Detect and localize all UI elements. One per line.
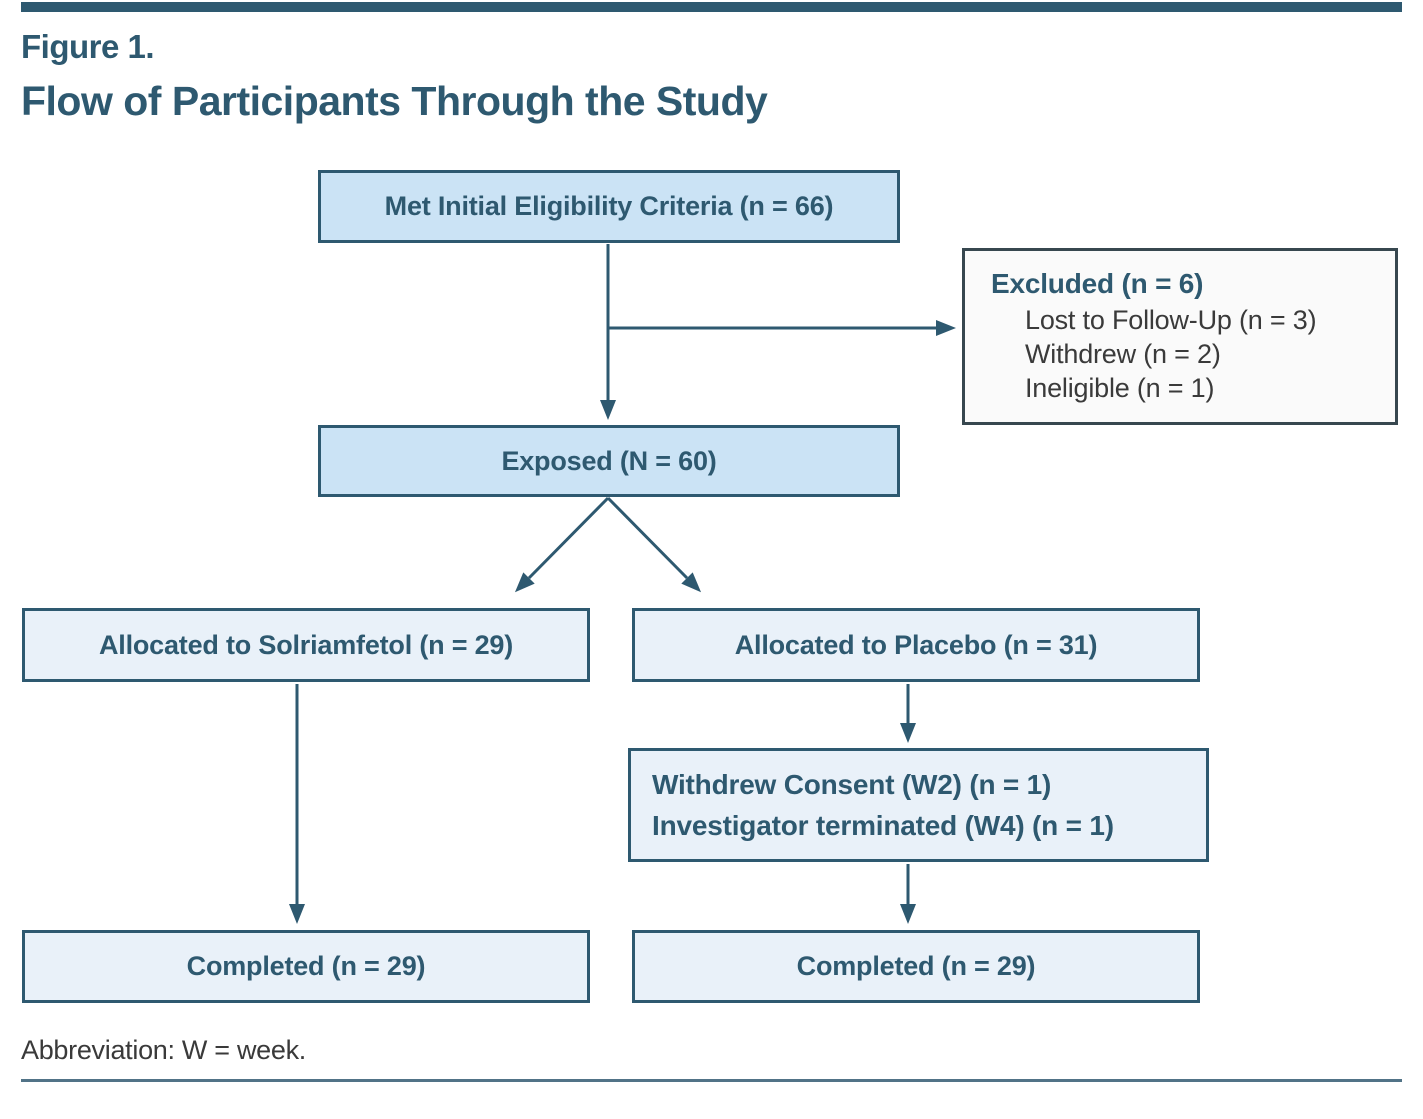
node-completed-solriamfetol-label: Completed (n = 29) bbox=[186, 951, 426, 981]
figure-top-rule bbox=[21, 2, 1402, 12]
excluded-item: Lost to Follow-Up (n = 3) bbox=[1025, 305, 1317, 335]
figure-bottom-rule bbox=[21, 1079, 1402, 1082]
node-allocated-placebo: Allocated to Placebo (n = 31) bbox=[632, 608, 1200, 682]
figure-title: Flow of Participants Through the Study bbox=[21, 78, 768, 124]
node-allocated-solriamfetol-label: Allocated to Solriamfetol (n = 29) bbox=[98, 629, 514, 660]
node-excluded-title: Excluded (n = 6) bbox=[991, 268, 1204, 299]
abbreviation-footnote: Abbreviation: W = week. bbox=[21, 1035, 306, 1065]
node-exposed-label: Exposed (N = 60) bbox=[501, 445, 717, 476]
arrow-exposed-to-placebo bbox=[606, 496, 702, 593]
node-completed-placebo-label: Completed (n = 29) bbox=[796, 951, 1036, 981]
node-completed-placebo: Completed (n = 29) bbox=[632, 930, 1200, 1003]
excluded-item: Withdrew (n = 2) bbox=[1025, 339, 1221, 369]
arrow-exposed-to-solriamfetol bbox=[514, 496, 610, 593]
node-eligibility-label: Met Initial Eligibility Criteria (n = 66… bbox=[384, 191, 834, 221]
node-excluded: Excluded (n = 6) Lost to Follow-Up (n = … bbox=[962, 248, 1398, 425]
node-completed-solriamfetol: Completed (n = 29) bbox=[22, 930, 590, 1003]
node-allocated-placebo-label: Allocated to Placebo (n = 31) bbox=[734, 629, 1098, 660]
figure-label: Figure 1. bbox=[21, 28, 155, 65]
node-eligibility: Met Initial Eligibility Criteria (n = 66… bbox=[318, 170, 900, 243]
node-withdrawn: Withdrew Consent (W2) (n = 1) Investigat… bbox=[628, 748, 1209, 862]
node-allocated-solriamfetol: Allocated to Solriamfetol (n = 29) bbox=[22, 608, 590, 682]
withdrawn-line: Withdrew Consent (W2) (n = 1) bbox=[652, 769, 1052, 800]
excluded-item: Ineligible (n = 1) bbox=[1025, 373, 1215, 403]
withdrawn-line: Investigator terminated (W4) (n = 1) bbox=[652, 810, 1114, 841]
node-exposed: Exposed (N = 60) bbox=[318, 425, 900, 497]
